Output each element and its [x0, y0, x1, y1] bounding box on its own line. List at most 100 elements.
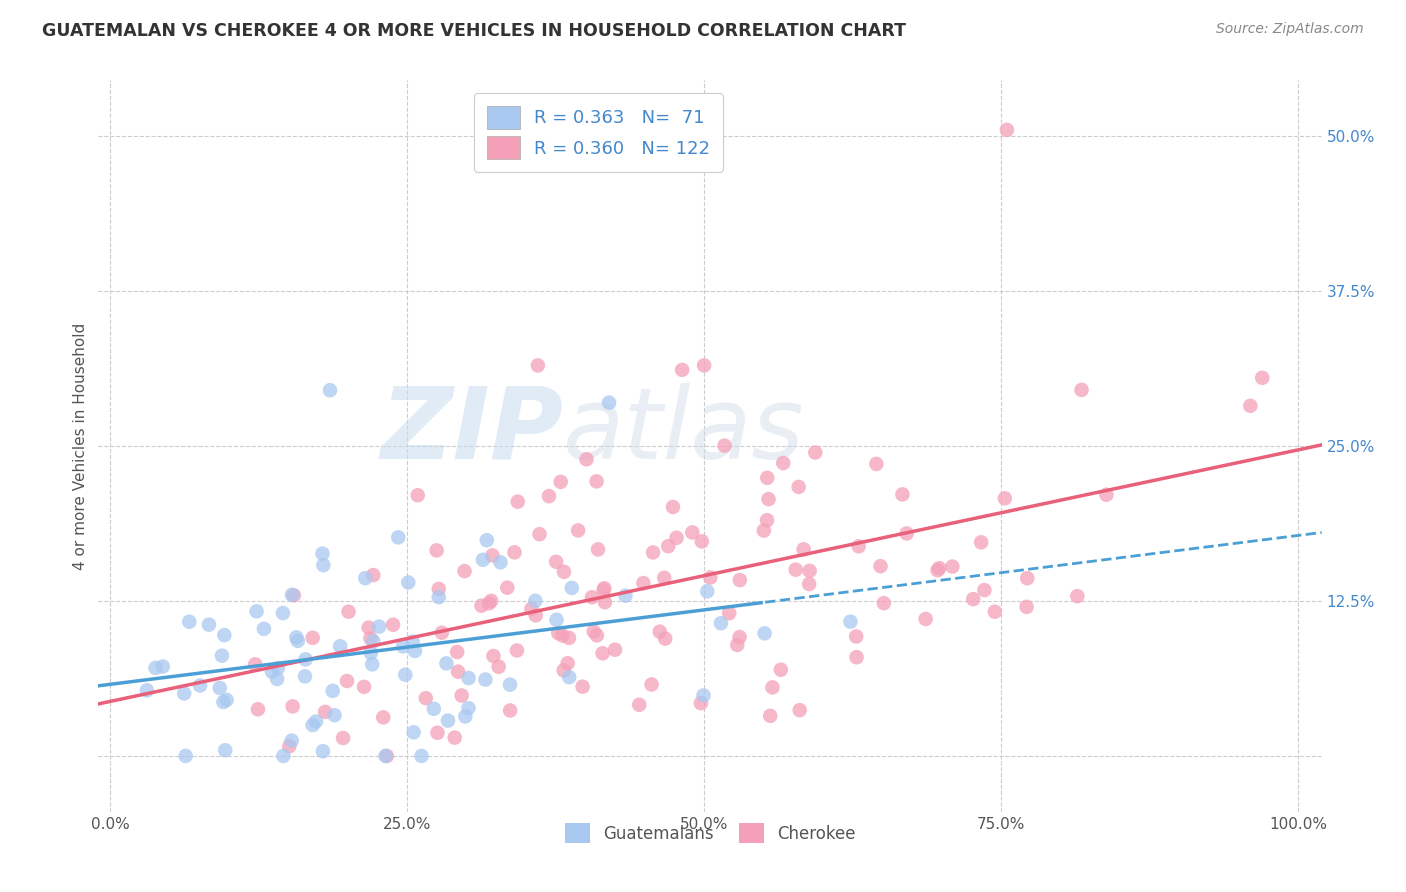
Point	[657, 539, 679, 553]
Point	[382, 617, 405, 632]
Point	[756, 513, 779, 527]
Point	[215, 693, 238, 707]
Point	[496, 581, 519, 595]
Point	[941, 559, 963, 574]
Point	[652, 571, 675, 585]
Point	[336, 673, 359, 688]
Point	[482, 648, 505, 663]
Point	[648, 624, 671, 639]
Point	[353, 680, 375, 694]
Point	[214, 743, 236, 757]
Point	[253, 622, 276, 636]
Point	[354, 571, 377, 585]
Point	[179, 615, 201, 629]
Point	[283, 588, 305, 602]
Point	[681, 525, 703, 540]
Point	[214, 628, 236, 642]
Point	[427, 590, 450, 604]
Point	[550, 475, 572, 489]
Point	[287, 633, 309, 648]
Point	[305, 714, 328, 729]
Point	[869, 559, 891, 574]
Point	[267, 661, 290, 675]
Point	[470, 599, 492, 613]
Point	[360, 646, 382, 660]
Text: ZIP: ZIP	[380, 383, 564, 480]
Point	[361, 657, 384, 672]
Point	[914, 612, 936, 626]
Point	[787, 480, 810, 494]
Point	[402, 725, 425, 739]
Point	[411, 748, 433, 763]
Y-axis label: 4 or more Vehicles in Household: 4 or more Vehicles in Household	[73, 322, 89, 570]
Point	[489, 555, 512, 569]
Point	[592, 583, 614, 598]
Point	[546, 613, 568, 627]
Point	[865, 457, 887, 471]
Point	[319, 383, 342, 397]
Point	[928, 561, 950, 575]
Point	[361, 634, 384, 648]
Point	[423, 702, 446, 716]
Point	[478, 596, 501, 610]
Point	[873, 596, 896, 610]
Point	[553, 565, 575, 579]
Point	[662, 500, 685, 514]
Point	[603, 642, 626, 657]
Point	[752, 524, 775, 538]
Point	[285, 631, 308, 645]
Point	[332, 731, 354, 745]
Point	[799, 564, 821, 578]
Point	[246, 702, 269, 716]
Point	[848, 539, 870, 553]
Point	[475, 533, 498, 548]
Point	[322, 684, 344, 698]
Point	[281, 699, 304, 714]
Point	[1015, 599, 1038, 614]
Point	[575, 452, 598, 467]
Point	[446, 645, 468, 659]
Point	[198, 617, 221, 632]
Point	[973, 583, 995, 598]
Point	[772, 456, 794, 470]
Point	[593, 581, 616, 595]
Point	[294, 669, 316, 683]
Point	[323, 708, 346, 723]
Point	[479, 594, 502, 608]
Point	[312, 558, 335, 573]
Point	[558, 670, 581, 684]
Point	[524, 608, 547, 623]
Point	[696, 584, 718, 599]
Point	[1239, 399, 1261, 413]
Point	[426, 543, 449, 558]
Point	[758, 492, 780, 507]
Point	[551, 628, 574, 642]
Point	[312, 744, 335, 758]
Point	[188, 679, 211, 693]
Point	[628, 698, 651, 712]
Point	[301, 718, 323, 732]
Point	[152, 659, 174, 673]
Point	[135, 683, 157, 698]
Point	[769, 663, 792, 677]
Point	[984, 605, 1007, 619]
Point	[447, 665, 470, 679]
Point	[1017, 571, 1039, 585]
Point	[426, 725, 449, 739]
Point	[443, 731, 465, 745]
Point	[373, 710, 395, 724]
Point	[592, 646, 614, 660]
Point	[481, 549, 503, 563]
Point	[503, 545, 526, 559]
Point	[571, 680, 593, 694]
Point	[337, 605, 360, 619]
Point	[266, 672, 288, 686]
Point	[654, 632, 676, 646]
Point	[359, 632, 381, 646]
Point	[457, 671, 479, 685]
Point	[692, 689, 714, 703]
Point	[1066, 589, 1088, 603]
Point	[718, 606, 741, 620]
Point	[471, 553, 494, 567]
Point	[212, 695, 235, 709]
